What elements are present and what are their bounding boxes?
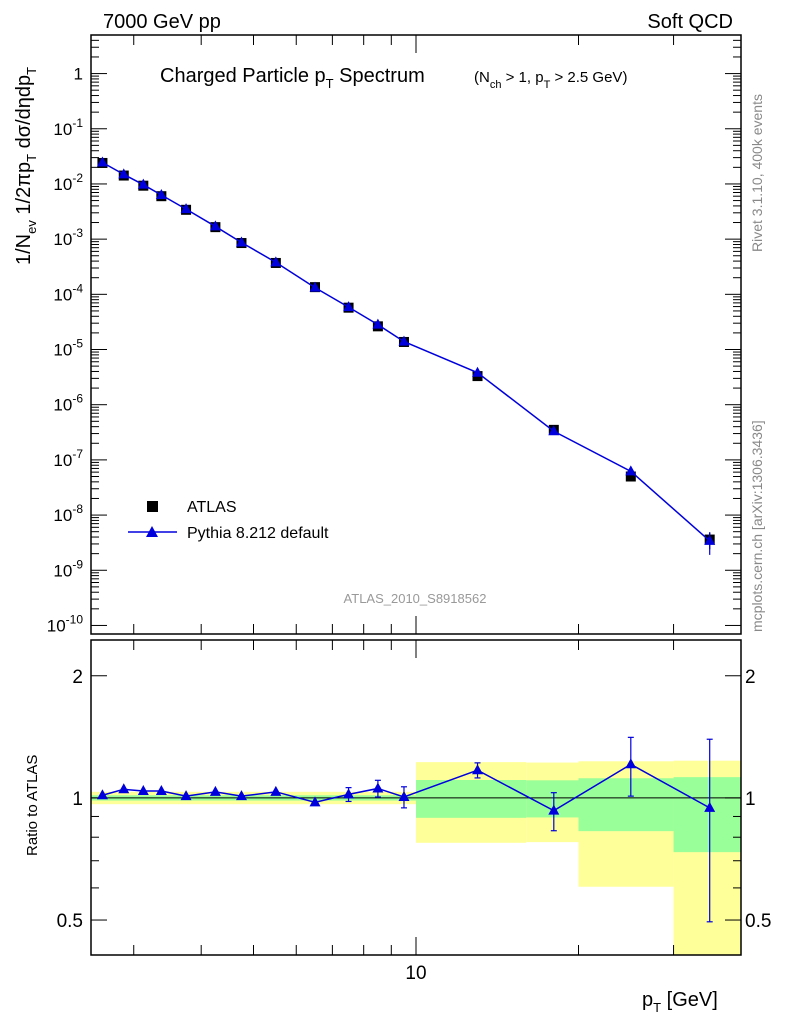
main-panel: 10-10 10-9 10-8 10-7 10-6 10-5 10-4 10-3 10-2 10-…	[47, 34, 742, 635]
mc-point	[209, 220, 221, 231]
title-b: Spectrum	[334, 65, 425, 87]
ratio-mc-point	[180, 790, 192, 801]
mc-point	[704, 534, 716, 545]
ratio-panel: 0.5 0.5 1 1 2 2 10	[57, 639, 771, 984]
ratio-y-tick-label-left: 2	[72, 667, 83, 688]
x-axis-sub: T	[653, 1000, 661, 1015]
mc-point	[118, 168, 130, 179]
mc-point	[137, 178, 149, 189]
mc-point	[235, 236, 247, 247]
legend-marker-mc	[146, 526, 158, 537]
y-tick-label: 10-5	[53, 337, 83, 360]
x-axis-p: p	[642, 989, 653, 1011]
cut-b: > 1, p	[501, 69, 543, 86]
y-tick-label: 10-3	[53, 226, 83, 249]
x-axis-title: pT [GeV]	[642, 989, 718, 1015]
header-right: Soft QCD	[647, 11, 733, 33]
y-tick-label: 10-10	[47, 612, 84, 635]
chart-title: Charged Particle pT Spectrum	[160, 65, 425, 91]
ratio-mc-point	[96, 789, 108, 800]
cut-a: (N	[474, 69, 490, 86]
title-a: Charged Particle p	[160, 65, 326, 87]
main-frame	[90, 34, 742, 635]
uncertainty-band-inner	[416, 779, 527, 818]
y-tick-label: 10-7	[53, 447, 83, 470]
y-tick-label: 1	[74, 65, 83, 84]
ratio-y-tick-label-right: 2	[745, 667, 756, 688]
x-tick-label: 10	[405, 963, 426, 984]
title-sub: T	[326, 76, 334, 91]
mc-point	[548, 425, 560, 436]
mc-point	[180, 203, 192, 214]
uncertainty-band-inner	[673, 777, 741, 853]
y-axis-part-2: 1/2πp	[13, 162, 35, 220]
ratio-mc-point	[309, 796, 321, 807]
rivet-label: Rivet 3.1.10, 400k events	[749, 94, 765, 252]
ratio-mc-point	[118, 783, 130, 794]
ratio-mc-point	[235, 790, 247, 801]
ratio-y-tick-label-right: 1	[745, 789, 756, 810]
ratio-mc-point	[372, 782, 384, 793]
y-tick-label: 10-8	[53, 502, 83, 525]
y-axis-title-main: 1/Nev 1/2πpT dσ/dηdpT	[13, 67, 39, 265]
ratio-mc-line	[102, 763, 711, 812]
y-axis-part-3: dσ/dηdp	[13, 75, 35, 154]
chart-subtitle: (Nch > 1, pT > 2.5 GeV)	[474, 69, 627, 91]
y-axis-sub-1: ev	[24, 220, 39, 234]
y-tick-label: 10-4	[53, 281, 83, 304]
header-left: 7000 GeV pp	[103, 11, 221, 33]
cut-c: > 2.5 GeV)	[550, 69, 627, 86]
mc-line	[102, 161, 711, 542]
cut-sub-1: ch	[490, 79, 502, 91]
legend: ATLAS Pythia 8.212 default	[128, 499, 329, 542]
legend-marker-atlas	[147, 501, 158, 512]
y-axis-sub-2: T	[24, 154, 39, 162]
legend-label-mc: Pythia 8.212 default	[187, 525, 329, 542]
ratio-y-tick-label-right: 0.5	[745, 911, 771, 932]
ratio-y-tick-label-left: 0.5	[57, 911, 83, 932]
legend-label-atlas: ATLAS	[187, 499, 237, 516]
mc-point	[472, 366, 484, 377]
ratio-mc-point	[137, 784, 149, 795]
mcplots-label: mcplots.cern.ch [arXiv:1306.3436]	[749, 420, 765, 632]
y-tick-label: 10-9	[53, 557, 83, 580]
cut-sub-2: T	[544, 79, 551, 91]
ratio-mc-point	[209, 785, 221, 796]
y-tick-label: 10-6	[53, 392, 83, 415]
ratio-mc-point	[625, 758, 637, 769]
ratio-mc-point	[704, 801, 716, 812]
ratio-y-tick-label-left: 1	[72, 789, 83, 810]
y-axis-sub-3: T	[24, 67, 39, 75]
ratio-mc-point	[343, 788, 355, 799]
mc-point	[343, 301, 355, 312]
ratio-mc-point	[548, 804, 560, 815]
ratio-mc-point	[398, 791, 410, 802]
uncertainty-band-inner	[578, 778, 674, 832]
mc-point	[625, 465, 637, 476]
mc-point	[398, 335, 410, 346]
y-tick-label: 10-2	[53, 171, 83, 194]
mc-point	[155, 189, 167, 200]
ratio-mc-point	[472, 764, 484, 775]
ratio-mc-point	[155, 784, 167, 795]
ratio-mc-point	[270, 785, 282, 796]
y-axis-title-ratio: Ratio to ATLAS	[24, 755, 41, 856]
x-axis-unit: [GeV]	[661, 989, 718, 1011]
y-axis-part-1: 1/N	[13, 234, 35, 265]
atlas-point	[625, 471, 636, 482]
mc-point	[270, 256, 282, 267]
y-tick-label: 10-1	[53, 116, 83, 139]
mc-point	[372, 318, 384, 329]
mc-point	[309, 281, 321, 292]
mc-point	[96, 156, 108, 167]
analysis-watermark: ATLAS_2010_S8918562	[344, 591, 487, 606]
